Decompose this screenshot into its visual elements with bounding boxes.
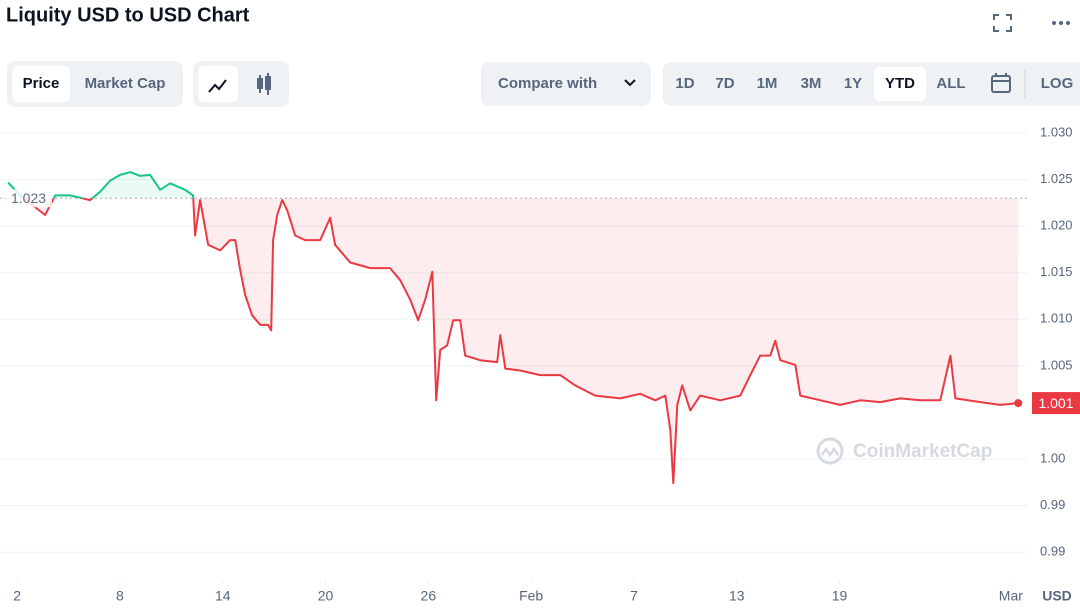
baseline-label: 1.023 — [11, 190, 46, 206]
x-tick-label: 2 — [13, 588, 21, 604]
more-icon[interactable] — [1052, 21, 1070, 25]
y-tick-label: 1.005 — [1040, 357, 1073, 372]
y-tick-label: 1.015 — [1040, 264, 1073, 279]
price-line-above — [7, 171, 195, 199]
price-badge — [1032, 392, 1080, 415]
tab[interactable]: Price — [23, 75, 60, 92]
y-tick-label: 1.00 — [1040, 450, 1065, 465]
plot: 1.030 1.025 1.020 1.015 1.010 1.005 1.00 0.99 0.… — [0, 124, 1080, 604]
x-tick-label: Feb — [519, 588, 543, 604]
fullscreen-icon[interactable] — [993, 14, 1012, 32]
range-active — [874, 67, 926, 101]
range[interactable]: YTD — [885, 75, 915, 92]
range[interactable]: 7D — [715, 75, 734, 92]
price-line-below — [22, 198, 1019, 485]
x-tick-label: 13 — [729, 588, 745, 604]
calendar-icon[interactable] — [991, 73, 1011, 93]
price-badge-label: 1.001 — [1038, 395, 1073, 411]
y-tick-label: 0.99 — [1040, 497, 1065, 512]
compare-select[interactable] — [481, 62, 651, 106]
line-icon — [208, 79, 227, 93]
line-type[interactable] — [198, 66, 238, 102]
range[interactable]: 1Y — [844, 75, 862, 92]
watermark: CoinMarketCap — [816, 437, 992, 465]
y-unit: USD — [1042, 588, 1072, 604]
compare-label: Compare with — [498, 75, 597, 92]
y-tick-label: 1.010 — [1040, 311, 1073, 326]
baseline-label-bg — [6, 189, 52, 208]
tab[interactable]: Market Cap — [85, 75, 166, 92]
last-point — [1014, 399, 1023, 408]
log-toggle[interactable]: LOG — [1041, 75, 1074, 92]
tab-active — [12, 66, 70, 102]
x-tick-label: 14 — [215, 588, 231, 604]
x-tick-label: 7 — [630, 588, 638, 604]
range[interactable]: ALL — [936, 75, 965, 92]
y-tick-label: 1.025 — [1040, 171, 1073, 186]
range[interactable]: 1D — [675, 75, 694, 92]
x-tick-label: Mar — [999, 588, 1023, 604]
chevron — [624, 79, 636, 87]
x-tick-label: 26 — [421, 588, 437, 604]
x-tick-label: 8 — [116, 588, 124, 604]
x-tick-label: 19 — [832, 588, 848, 604]
range[interactable]: 1M — [757, 75, 778, 92]
range-group — [663, 62, 1080, 106]
y-tick-label: 1.030 — [1040, 124, 1073, 139]
y-tick-label: 0.99 — [1040, 544, 1065, 559]
range[interactable]: 3M — [801, 75, 822, 92]
x-tick-label: 20 — [318, 588, 334, 604]
area-below — [8, 198, 1019, 484]
title: Liquity USD to USD Chart — [6, 4, 250, 26]
area-above — [8, 172, 194, 199]
y-tick-label: 1.020 — [1040, 218, 1073, 233]
watermark-text: CoinMarketCap — [853, 441, 992, 462]
candle-icon[interactable] — [257, 73, 271, 95]
